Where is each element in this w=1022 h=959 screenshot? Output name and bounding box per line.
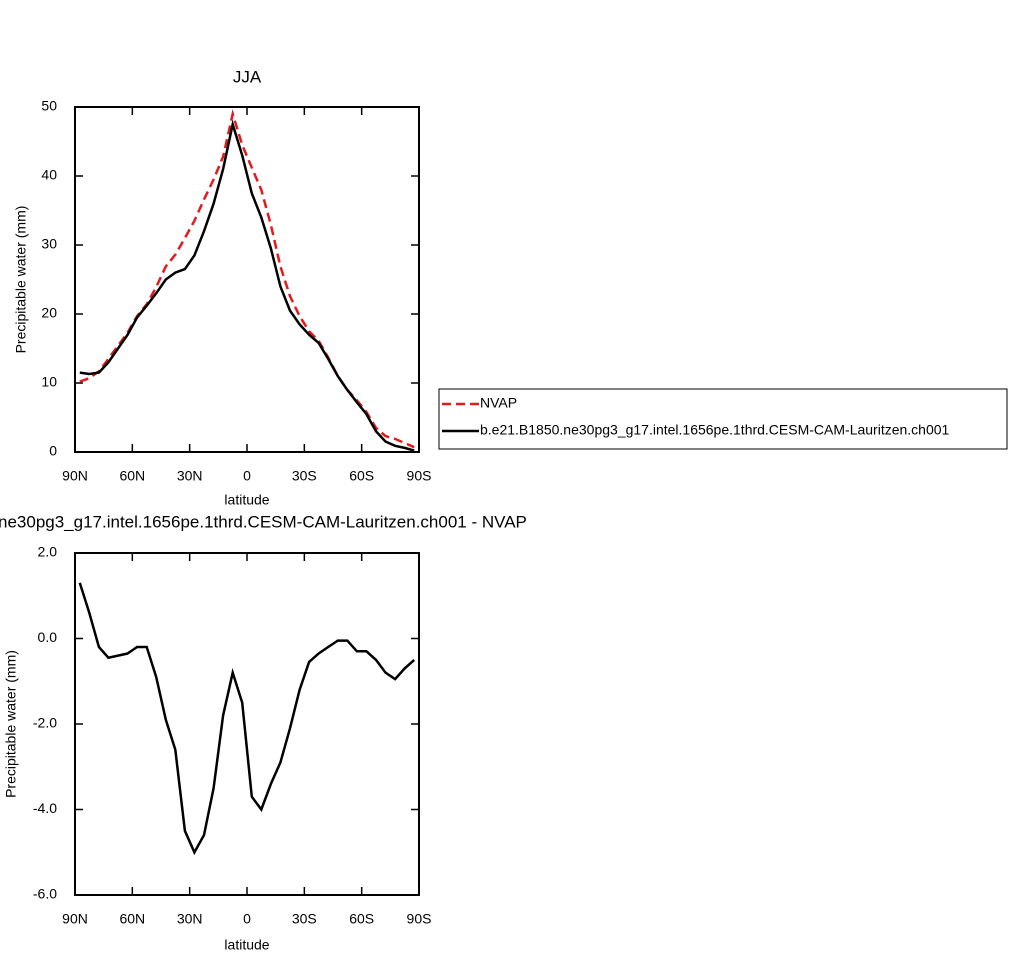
x-tick-label: 30S [292,911,317,927]
y-tick-label: 50 [41,98,57,114]
y-tick-label: 10 [41,374,57,390]
legend-label: NVAP [480,395,517,411]
y-tick-label: 20 [41,305,57,321]
x-tick-label: 90N [62,468,88,484]
x-tick-label: 60N [119,468,145,484]
x-tick-label: 30N [177,911,203,927]
y-tick-label: -4.0 [33,800,57,816]
y-axis-label: Precipitable water (mm) [3,650,19,798]
data-line [78,582,416,856]
data-line [79,119,415,452]
y-tick-label: 30 [41,236,57,252]
x-tick-label: 60S [349,468,374,484]
x-axis-label: latitude [224,492,269,508]
y-tick-label: 0 [49,443,57,459]
y-tick-label: 40 [41,167,57,183]
y-tick-label: -6.0 [33,886,57,902]
x-tick-label: 90N [62,911,88,927]
x-tick-label: 60S [349,911,374,927]
chart-title: JJA [233,67,262,86]
legend: NVAP b.e21.B1850.ne30pg3_g17.intel.1656pe… [438,388,1008,450]
y-tick-label: 2.0 [38,544,58,560]
x-tick-label: 90S [407,468,432,484]
x-tick-label: 0 [243,468,251,484]
x-tick-label: 0 [243,911,251,927]
x-tick-label: 90S [407,911,432,927]
plot-frame [74,552,420,896]
y-tick-label: -2.0 [33,715,57,731]
x-tick-label: 30S [292,468,317,484]
y-axis-label: Precipitable water (mm) [13,206,29,354]
y-tick-label: 0.0 [38,629,58,645]
chart-title: ne30pg3_g17.intel.1656pe.1thrd.CESM-CAM-… [0,512,527,531]
data-line [79,109,415,449]
x-axis-label: latitude [224,937,269,953]
x-tick-label: 60N [119,911,145,927]
x-tick-label: 30N [177,468,203,484]
legend-label: b.e21.B1850.ne30pg3_g17.intel.1656pe.1th… [480,422,950,438]
plot-frame [74,106,420,453]
legend-box [438,388,1008,450]
